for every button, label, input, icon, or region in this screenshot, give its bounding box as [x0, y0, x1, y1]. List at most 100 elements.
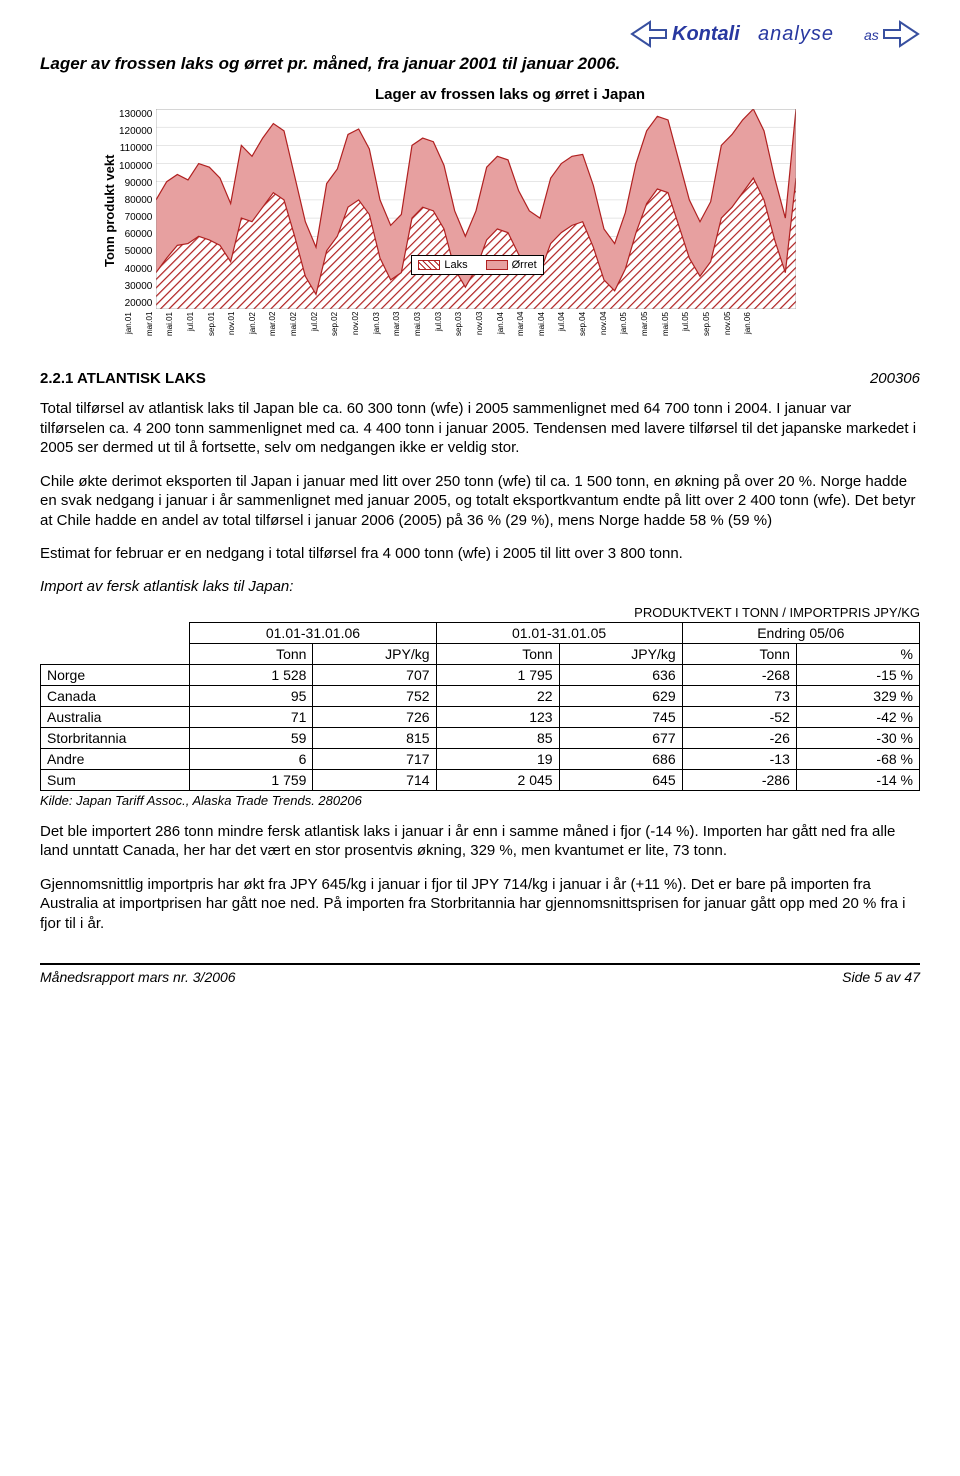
swatch-laks-icon: [418, 260, 440, 270]
chart-y-ticks: 130000 120000 110000 100000 90000 80000 70000 6…: [119, 109, 156, 309]
table-cell: -42 %: [796, 706, 919, 727]
x-tick: mar.05: [640, 312, 661, 346]
x-tick: jan.06: [743, 312, 764, 346]
x-tick: jul.03: [434, 312, 455, 346]
footer-right: Side 5 av 47: [842, 969, 920, 985]
x-tick: jul.04: [557, 312, 578, 346]
section-date: 200306: [870, 370, 920, 387]
paragraph-4: Det ble importert 286 tonn mindre fersk …: [40, 822, 920, 861]
page-title: Lager av frossen laks og ørret pr. måned…: [40, 54, 920, 74]
swatch-orret-icon: [486, 260, 508, 270]
table-row: Sum1 7597142 045645-286-14 %: [41, 769, 920, 790]
table-cell: 85: [436, 727, 559, 748]
x-tick: sep.05: [702, 312, 723, 346]
y-tick: 70000: [119, 212, 152, 223]
col-d-pct: %: [796, 643, 919, 664]
table-cell: -52: [682, 706, 796, 727]
table-cell: 815: [313, 727, 436, 748]
table-cell: 1 795: [436, 664, 559, 685]
paragraph-5: Gjennomsnittlig importpris har økt fra J…: [40, 875, 920, 934]
x-tick: mar.02: [268, 312, 289, 346]
table-caption: PRODUKTVEKT I TONN / IMPORTPRIS JPY/KG: [40, 605, 920, 620]
table-cell: 71: [190, 706, 313, 727]
x-tick: jan.03: [372, 312, 393, 346]
table-cell: 1 528: [190, 664, 313, 685]
legend-item-laks: Laks: [418, 259, 467, 271]
table-subhead: Import av fersk atlantisk laks til Japan…: [40, 578, 920, 595]
y-tick: 100000: [119, 161, 152, 172]
table-cell: -68 %: [796, 748, 919, 769]
table-cell: 123: [436, 706, 559, 727]
y-tick: 60000: [119, 229, 152, 240]
col-d-tonn: Tonn: [682, 643, 796, 664]
table-cell: 73: [682, 685, 796, 706]
y-tick: 120000: [119, 126, 152, 137]
table-cell: 6: [190, 748, 313, 769]
col-tonn-a: Tonn: [190, 643, 313, 664]
legend-label-orret: Ørret: [512, 259, 537, 271]
y-tick: 130000: [119, 109, 152, 120]
table-cell: Sum: [41, 769, 190, 790]
section-heading: 2.2.1 ATLANTISK LAKS: [40, 370, 570, 387]
table-row: Norge1 5287071 795636-268-15 %: [41, 664, 920, 685]
paragraph-2: Chile økte derimot eksporten til Japan i…: [40, 472, 920, 531]
chart-plot: Laks Ørret: [156, 109, 796, 312]
col-tonn-b: Tonn: [436, 643, 559, 664]
x-tick: nov.03: [475, 312, 496, 346]
table-cell: Andre: [41, 748, 190, 769]
x-tick: jul.05: [681, 312, 702, 346]
table-cell: -268: [682, 664, 796, 685]
y-tick: 20000: [119, 298, 152, 309]
kontali-logo: Kontali analyse as: [630, 20, 920, 48]
x-tick: nov.01: [227, 312, 248, 346]
y-tick: 50000: [119, 246, 152, 257]
y-tick: 90000: [119, 178, 152, 189]
table-cell: 329 %: [796, 685, 919, 706]
table-cell: 629: [559, 685, 682, 706]
svg-text:Kontali: Kontali: [672, 23, 740, 45]
x-tick: mar.04: [516, 312, 537, 346]
section-title: ATLANTISK LAKS: [77, 370, 206, 387]
x-tick: sep.01: [207, 312, 228, 346]
x-tick: jan.02: [248, 312, 269, 346]
x-tick: jul.01: [186, 312, 207, 346]
x-tick: mai.03: [413, 312, 434, 346]
chart-container: Lager av frossen laks og ørret i Japan T…: [100, 86, 920, 346]
y-tick: 80000: [119, 195, 152, 206]
table-cell: 707: [313, 664, 436, 685]
x-tick: mai.02: [289, 312, 310, 346]
table-cell: -14 %: [796, 769, 919, 790]
x-tick: mai.01: [165, 312, 186, 346]
table-cell: 95: [190, 685, 313, 706]
chart-x-ticks: jan.01mar.01mai.01jul.01sep.01nov.01jan.…: [124, 312, 764, 346]
x-tick: sep.02: [330, 312, 351, 346]
x-tick: nov.05: [723, 312, 744, 346]
col-jpy-b: JPY/kg: [559, 643, 682, 664]
x-tick: mai.05: [661, 312, 682, 346]
page-footer: Månedsrapport mars nr. 3/2006 Side 5 av …: [40, 963, 920, 985]
table-cell: 745: [559, 706, 682, 727]
x-tick: jan.05: [619, 312, 640, 346]
table-row: Andre671719686-13-68 %: [41, 748, 920, 769]
table-row: Storbritannia5981585677-26-30 %: [41, 727, 920, 748]
period-c: Endring 05/06: [682, 622, 919, 643]
y-tick: 110000: [119, 143, 152, 154]
table-cell: 19: [436, 748, 559, 769]
y-tick: 30000: [119, 281, 152, 292]
table-cell: -15 %: [796, 664, 919, 685]
table-cell: 59: [190, 727, 313, 748]
x-tick: mar.03: [392, 312, 413, 346]
x-tick: mar.01: [145, 312, 166, 346]
table-row: Canada957522262973329 %: [41, 685, 920, 706]
table-cell: 714: [313, 769, 436, 790]
table-cell: 717: [313, 748, 436, 769]
chart-legend: Laks Ørret: [411, 255, 543, 275]
table-cell: Storbritannia: [41, 727, 190, 748]
x-tick: jan.01: [124, 312, 145, 346]
x-tick: sep.03: [454, 312, 475, 346]
footer-left: Månedsrapport mars nr. 3/2006: [40, 969, 236, 985]
table-cell: -30 %: [796, 727, 919, 748]
table-cell: 726: [313, 706, 436, 727]
table-cell: 636: [559, 664, 682, 685]
x-tick: nov.02: [351, 312, 372, 346]
